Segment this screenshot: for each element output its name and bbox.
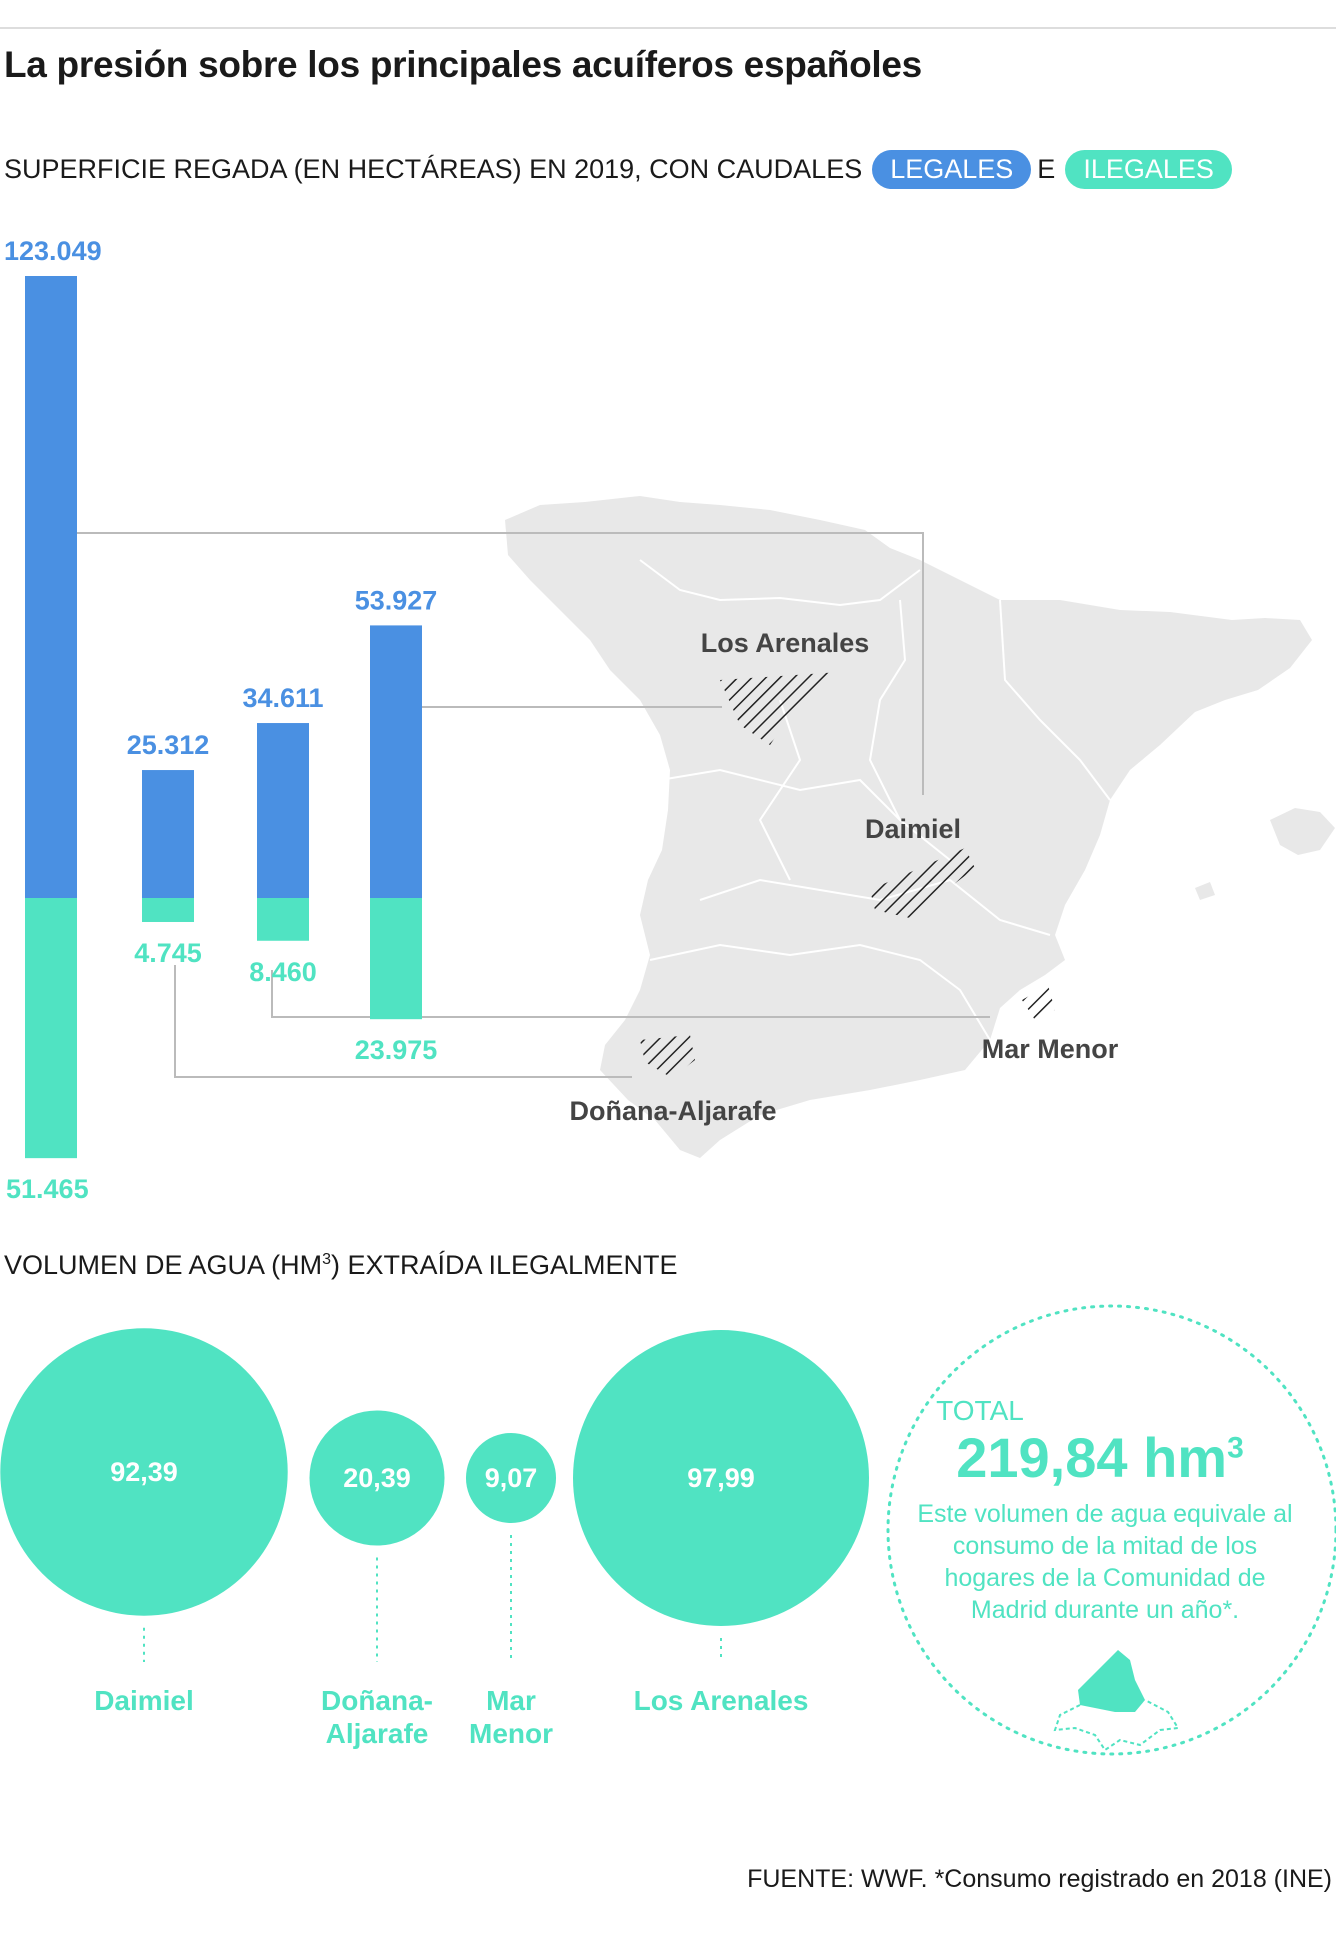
bar-label-legal-los-arenales: 53.927 xyxy=(355,585,438,615)
legend-connector: E xyxy=(1037,154,1056,184)
bubble-category-label: Daimiel xyxy=(94,1685,194,1716)
bar-label-illegal-mar-menor: 8.460 xyxy=(249,957,317,987)
subtitle-superscript: 3 xyxy=(322,1251,331,1268)
legend-ilegales: ILEGALES xyxy=(1065,150,1232,189)
total-unit-superscript: 3 xyxy=(1227,1431,1244,1465)
subtitle-text: SUPERFICIE REGADA (EN HECTÁREAS) EN 2019… xyxy=(4,154,863,184)
bubble-chart: 92,39 Daimiel 20,39 Doñana-Aljarafe 9,07 MarM… xyxy=(0,1328,869,1749)
bar-label-legal-daimiel: 123.049 xyxy=(4,236,102,266)
connector-lines xyxy=(77,532,990,1078)
map-label: Los Arenales xyxy=(701,628,870,658)
source-note: FUENTE: WWF. *Consumo registrado en 2018… xyxy=(747,1865,1332,1893)
connector-line xyxy=(271,970,990,1018)
bar-chart-subtitle: SUPERFICIE REGADA (EN HECTÁREAS) EN 2019… xyxy=(4,150,1238,189)
bubble-value: 97,99 xyxy=(687,1463,755,1493)
bar-illegal-mar-menor xyxy=(257,898,309,941)
bar-label-legal-mar-menor: 34.611 xyxy=(242,683,323,713)
bubble-chart-subtitle: VOLUMEN DE AGUA (HM3) EXTRAÍDA ILEGALMEN… xyxy=(4,1250,678,1281)
connector-line xyxy=(174,965,632,1078)
hatch-daimiel xyxy=(870,848,975,918)
subtitle-part: ) EXTRAÍDA ILEGALMENTE xyxy=(330,1250,678,1280)
subtitle-part: VOLUMEN DE AGUA (HM xyxy=(4,1250,323,1280)
total-label: TOTAL xyxy=(936,1395,1024,1426)
bar-label-illegal-los-arenales: 23.975 xyxy=(355,1035,438,1065)
spain-map xyxy=(505,496,1335,1158)
bubble xyxy=(465,1432,557,1524)
top-divider xyxy=(0,27,1336,29)
bubble-value: 20,39 xyxy=(343,1463,411,1493)
bar-label-illegal-do-ana-aljarafe: 4.745 xyxy=(134,938,202,968)
bar-illegal-los-arenales xyxy=(370,898,422,1020)
bubble-category-label: Mar xyxy=(486,1685,536,1716)
bar-label-illegal-daimiel: 51.465 xyxy=(6,1174,89,1204)
page-title: La presión sobre los principales acuífer… xyxy=(4,44,922,85)
bar-illegal-do-ana-aljarafe xyxy=(142,898,194,922)
map-label: Daimiel xyxy=(865,814,961,844)
bubble-value: 92,39 xyxy=(110,1457,178,1487)
connector-line xyxy=(77,532,924,795)
hatch-mar-menor xyxy=(1022,985,1055,1020)
total-number: 219,84 hm xyxy=(956,1426,1228,1489)
bar-chart: 123.049 51.465 25.312 4.745 34.611 8.460 53.92… xyxy=(4,236,437,1204)
legend-legales: LEGALES xyxy=(872,150,1032,189)
bubble xyxy=(0,1328,288,1616)
hatch-los-arenales xyxy=(720,672,840,745)
bubble-category-label: Doñana- xyxy=(321,1685,433,1716)
total-circle xyxy=(886,1304,1336,1756)
map-labels: Los Arenales Daimiel Mar Menor Doñana-Aljar… xyxy=(569,628,1118,1126)
madrid-map-icon xyxy=(1053,1650,1180,1752)
bar-legal-do-ana-aljarafe xyxy=(142,770,194,898)
bar-legal-daimiel xyxy=(25,276,77,898)
bar-legal-los-arenales xyxy=(370,625,422,898)
map-label: Doñana-Aljarafe xyxy=(569,1096,776,1126)
bubble xyxy=(573,1330,869,1626)
hatch-donana xyxy=(640,1035,695,1078)
total-value: 219,84 hm3 xyxy=(900,1425,1300,1490)
bubble xyxy=(309,1410,445,1546)
total-note: Este volumen de agua equivale al consumo… xyxy=(917,1500,1293,1624)
map-label: Mar Menor xyxy=(982,1034,1119,1064)
bubble-category-label: Menor xyxy=(469,1718,553,1749)
bar-illegal-daimiel xyxy=(25,898,77,1159)
bar-legal-mar-menor xyxy=(257,723,309,898)
bar-label-legal-do-ana-aljarafe: 25.312 xyxy=(127,730,210,760)
bubble-value: 9,07 xyxy=(485,1463,538,1493)
bubble-category-label: Aljarafe xyxy=(326,1718,429,1749)
bubble-category-label: Los Arenales xyxy=(634,1685,809,1716)
